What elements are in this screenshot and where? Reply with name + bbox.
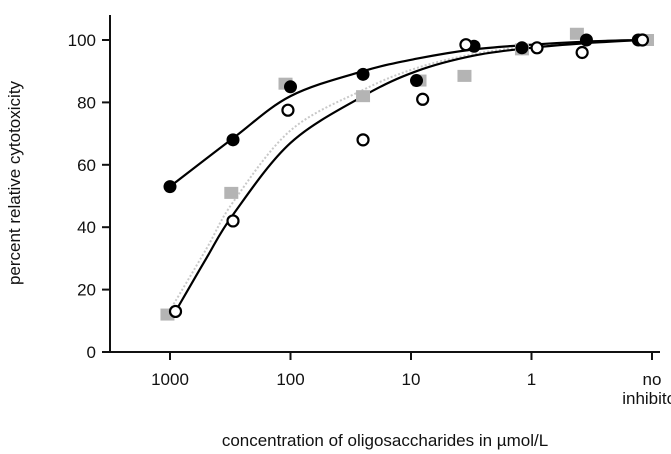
data-point-open-circle <box>459 38 473 52</box>
data-point-gray-square <box>569 27 584 40</box>
data-point-filled-circle <box>163 180 177 194</box>
y-tick-label: 20 <box>77 281 96 300</box>
x-tick-label: inhibitor <box>622 389 671 408</box>
data-point-open-circle <box>356 133 370 147</box>
series-layer <box>160 27 655 321</box>
fit-curve-filled-circle <box>169 38 639 188</box>
data-point-open-circle <box>575 45 589 60</box>
x-tick-label: 100 <box>276 370 304 389</box>
y-tick-label: 0 <box>87 343 96 362</box>
data-point-open-circle <box>226 214 240 228</box>
x-tick-label: 1000 <box>151 370 189 389</box>
data-point-open-circle <box>168 304 183 319</box>
x-tick-label: no <box>643 370 662 389</box>
series-group-filled-circle <box>169 38 639 188</box>
fit-curve-open-circle <box>174 38 643 312</box>
x-tick-label: 1 <box>527 370 536 389</box>
y-axis-title: percent relative cytotoxicity <box>5 80 24 285</box>
y-tick-label: 40 <box>77 218 96 237</box>
x-tick-label: 10 <box>402 370 421 389</box>
y-tick-label: 60 <box>77 156 96 175</box>
data-point-filled-circle <box>356 67 370 81</box>
axes-layer <box>109 15 660 353</box>
data-point-filled-circle <box>226 133 240 147</box>
y-tick-label: 80 <box>77 93 96 112</box>
data-point-filled-circle <box>410 74 424 88</box>
x-axis-title: concentration of oligosaccharides in µmo… <box>222 431 548 450</box>
data-point-filled-circle <box>579 33 593 47</box>
ticks-layer: 0 20 40 60 80 100 1000 100 10 1 noinhibitor <box>68 31 671 408</box>
y-tick-label: 100 <box>68 31 96 50</box>
series-group-open-circle <box>174 38 643 312</box>
data-point-open-circle <box>281 103 295 117</box>
data-point-filled-circle <box>284 80 297 94</box>
data-point-gray-square <box>224 186 239 199</box>
data-point-gray-square <box>457 69 472 82</box>
data-point-gray-square <box>356 90 371 103</box>
data-point-open-circle <box>530 41 544 55</box>
fit-curve-gray-square <box>166 39 648 316</box>
data-point-filled-circle <box>515 41 529 55</box>
series-group-gray-square <box>166 39 648 316</box>
data-point-open-circle <box>635 33 650 47</box>
data-point-open-circle <box>416 92 430 106</box>
